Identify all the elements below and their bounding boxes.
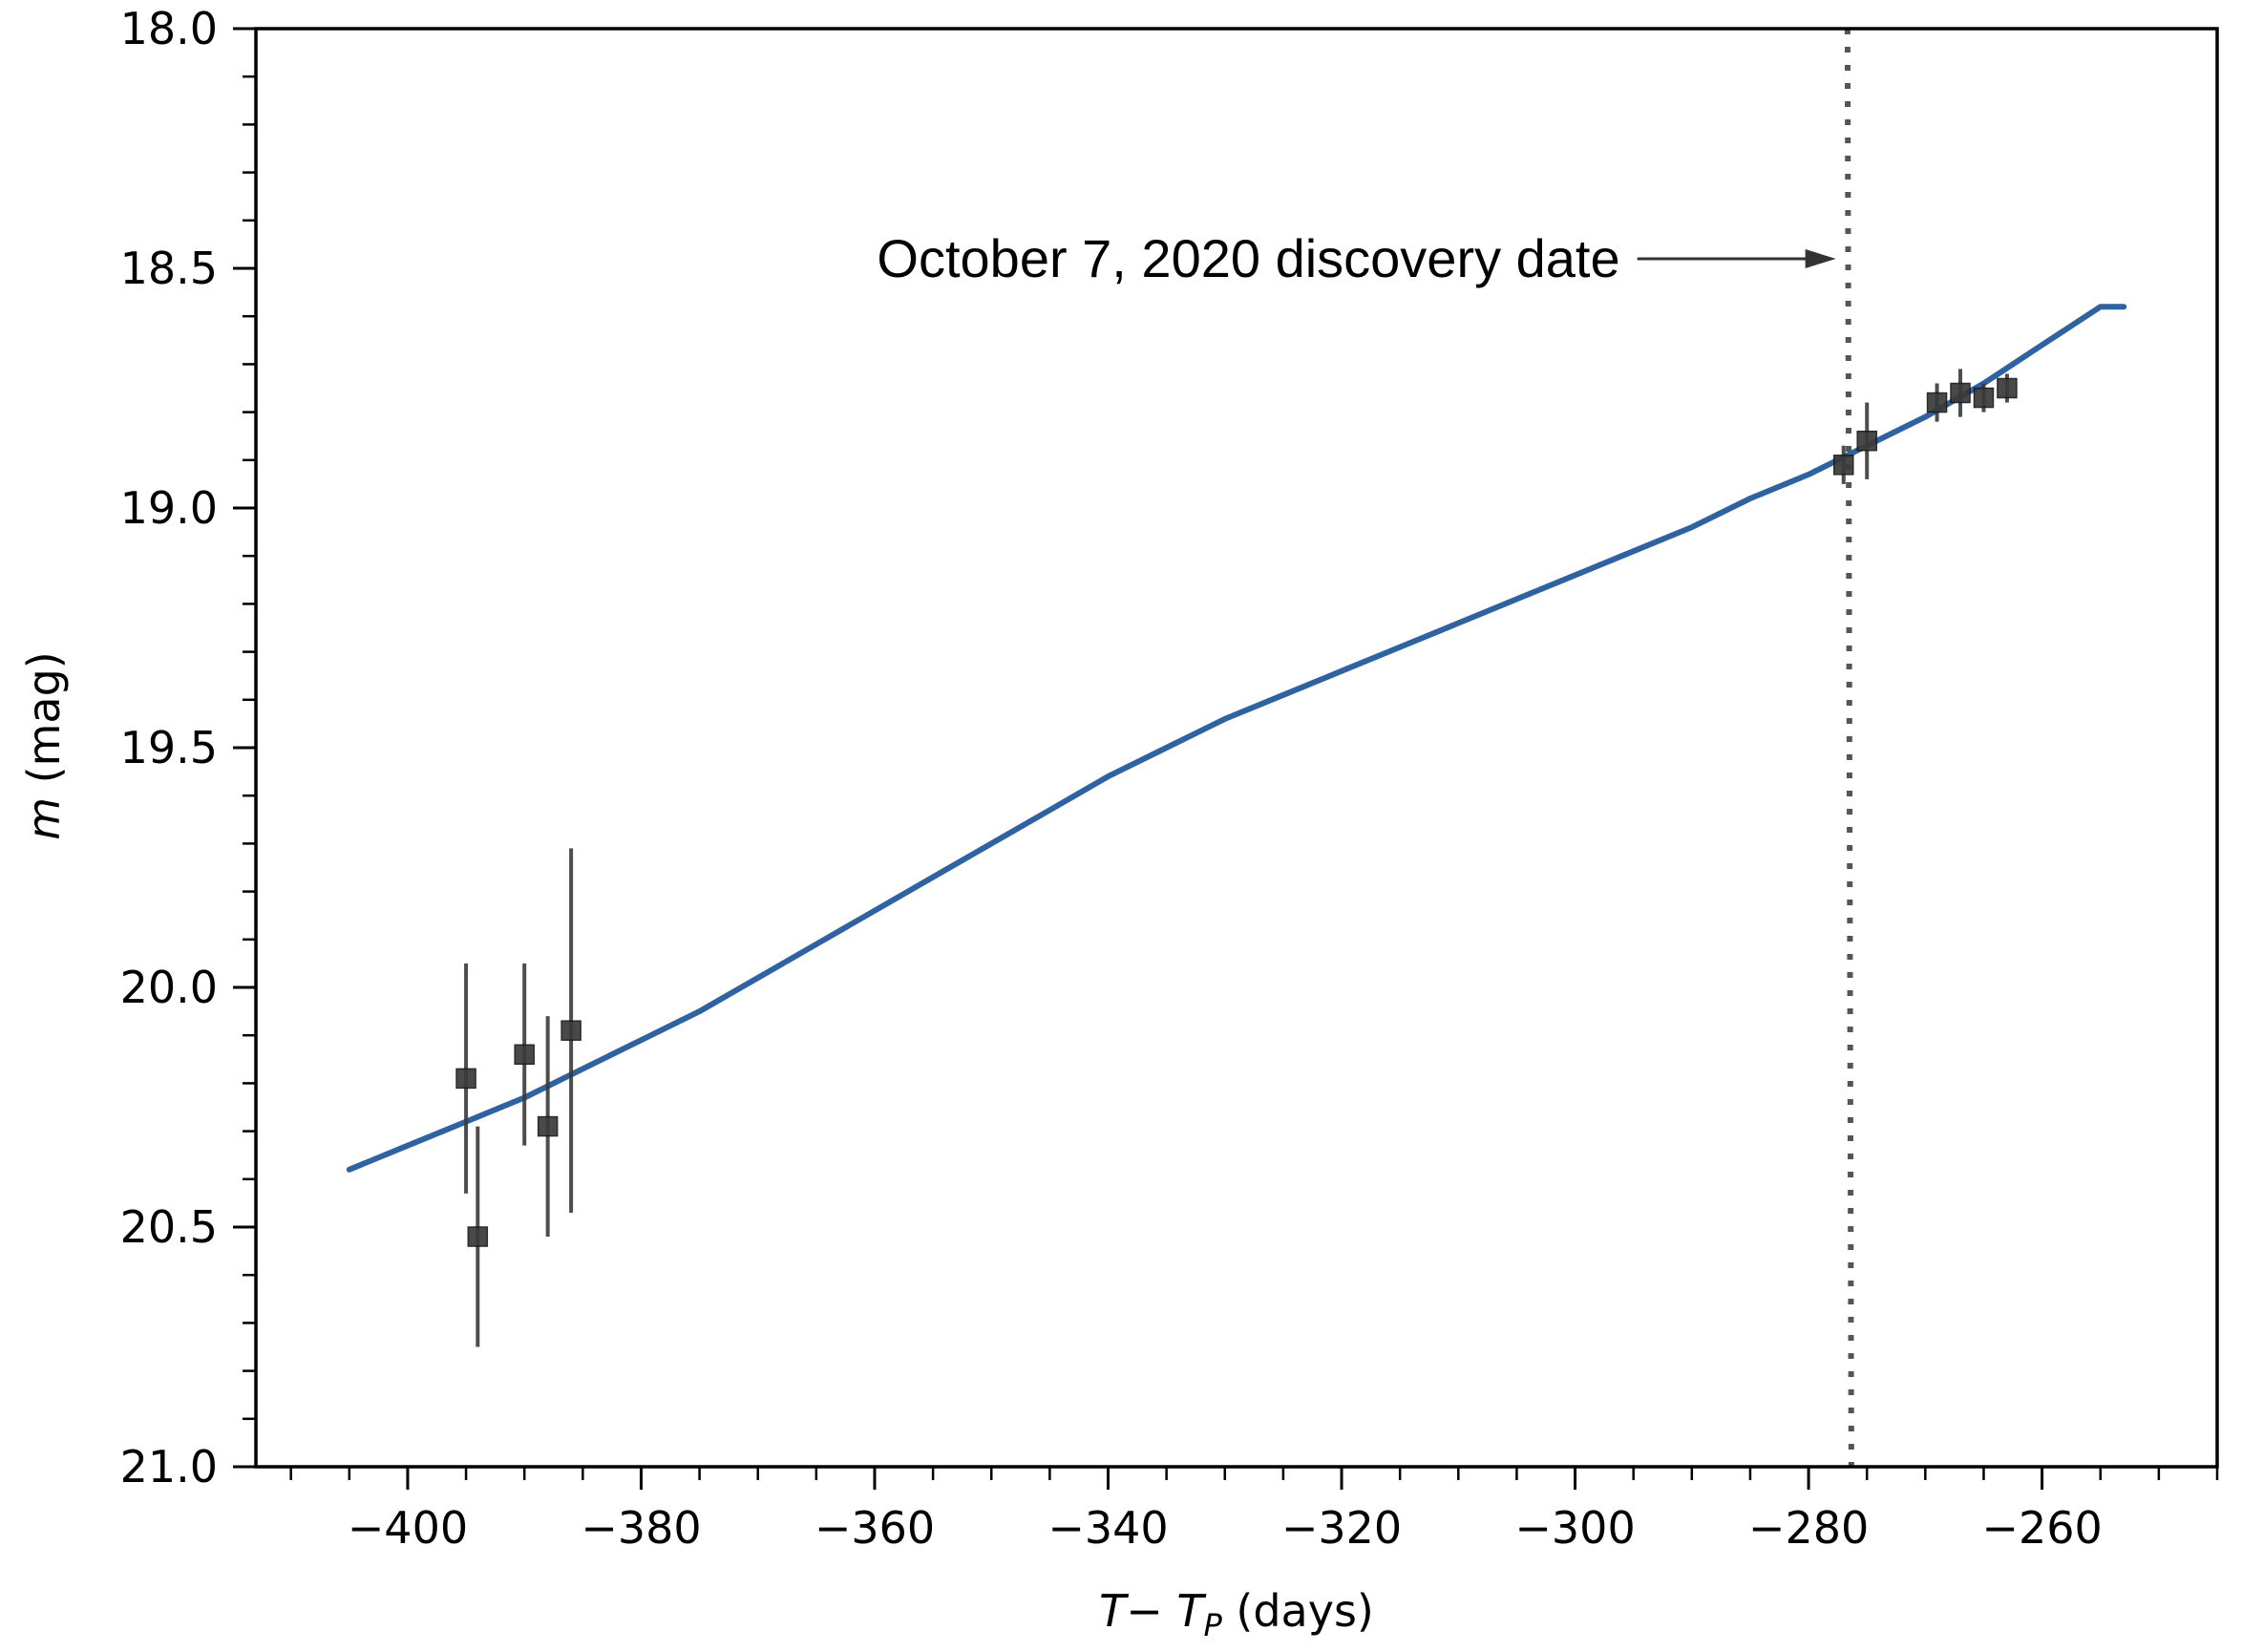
data-point bbox=[467, 1126, 489, 1347]
y-tick-label: 20.5 bbox=[120, 1201, 218, 1253]
y-tick-label: 19.5 bbox=[120, 722, 218, 773]
data-point bbox=[455, 963, 476, 1194]
x-tick-label: −300 bbox=[1514, 1502, 1635, 1554]
x-tick-label: −380 bbox=[581, 1502, 701, 1554]
y-tick-label: 20.0 bbox=[120, 962, 218, 1013]
major-ticks bbox=[233, 27, 2044, 1490]
data-point bbox=[560, 848, 582, 1213]
data-point-marker bbox=[1997, 377, 2018, 399]
x-tick-label: −260 bbox=[1981, 1502, 2102, 1554]
y-tick-label: 19.0 bbox=[120, 482, 218, 534]
x-tick-label: −340 bbox=[1047, 1502, 1168, 1554]
y-tick-label: 18.0 bbox=[120, 3, 218, 54]
data-point-marker bbox=[514, 1044, 535, 1066]
discovery-date-line bbox=[1844, 28, 1854, 1468]
data-point-marker bbox=[1950, 382, 1971, 404]
data-point-marker bbox=[537, 1115, 559, 1137]
x-axis-label-main: T− T bbox=[1099, 1585, 1207, 1637]
data-point bbox=[537, 1016, 559, 1238]
x-axis-label-unit: (days) bbox=[1222, 1585, 1374, 1637]
data-point bbox=[1833, 445, 1854, 484]
x-tick-label: −360 bbox=[814, 1502, 935, 1554]
x-tick-label: −400 bbox=[348, 1502, 468, 1554]
data-point bbox=[1856, 402, 1877, 479]
data-point bbox=[514, 963, 535, 1146]
annotation: October 7, 2020 discovery date bbox=[877, 228, 1836, 288]
x-axis-label: T− TP (days) bbox=[1099, 1585, 1374, 1643]
discovery-vline bbox=[1844, 28, 1854, 1468]
x-tick-label: −280 bbox=[1748, 1502, 1869, 1554]
minor-ticks bbox=[243, 74, 2219, 1480]
data-point-marker bbox=[1856, 430, 1877, 452]
data-point-marker bbox=[560, 1020, 582, 1041]
x-tick-label: −320 bbox=[1281, 1502, 1402, 1554]
y-axis-label: m (mag) bbox=[18, 651, 70, 840]
y-axis-label-main: m bbox=[18, 797, 70, 840]
annotation-text: October 7, 2020 discovery date bbox=[877, 228, 1619, 288]
data-point-marker bbox=[1833, 455, 1854, 476]
tick-labels: −400 −380 −360 −340 −320 −300 −280 −260 18.0 18.5… bbox=[120, 3, 2103, 1554]
y-tick-label: 18.5 bbox=[120, 243, 218, 294]
data-point bbox=[1926, 383, 1948, 422]
data-point bbox=[1973, 383, 1995, 413]
y-axis-label-unit: (mag) bbox=[18, 651, 70, 797]
y-tick-label: 21.0 bbox=[120, 1441, 218, 1493]
data-point-marker bbox=[1926, 392, 1948, 413]
data-point bbox=[1997, 373, 2018, 403]
data-point-marker bbox=[1973, 387, 1995, 409]
data-points bbox=[455, 369, 2018, 1347]
x-axis-label-sub: P bbox=[1203, 1607, 1222, 1643]
plot-frame bbox=[254, 27, 2219, 1469]
data-point bbox=[1950, 369, 1971, 417]
data-point-marker bbox=[467, 1226, 489, 1247]
annotation-arrow-head bbox=[1805, 248, 1836, 268]
data-point-marker bbox=[455, 1068, 476, 1090]
